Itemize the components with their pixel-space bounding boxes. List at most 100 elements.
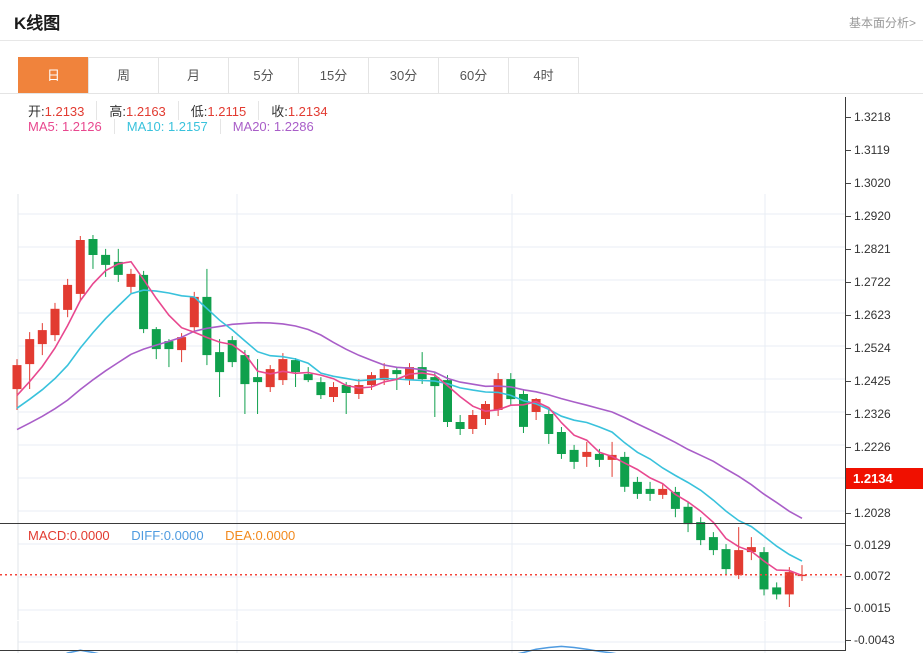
candle-down bbox=[291, 360, 300, 373]
ma20-readout: MA20: 1.2286 bbox=[232, 119, 314, 134]
candle-down bbox=[772, 587, 782, 595]
tab-period-1[interactable]: 日 bbox=[18, 57, 89, 94]
candle-down bbox=[240, 355, 250, 385]
tab-period-5[interactable]: 15分 bbox=[298, 57, 369, 94]
candle-down bbox=[215, 352, 225, 373]
tab-period-4[interactable]: 5分 bbox=[228, 57, 299, 94]
axis-tick bbox=[846, 150, 851, 151]
candle-down bbox=[620, 456, 630, 487]
page-title: K线图 bbox=[14, 14, 61, 33]
candle-down bbox=[316, 382, 326, 396]
candle-up bbox=[12, 365, 22, 390]
candlestick-chart[interactable] bbox=[0, 194, 845, 620]
candle-down bbox=[708, 537, 718, 551]
candle-down bbox=[113, 261, 123, 275]
candle-up bbox=[329, 387, 338, 397]
axis-label: 1.2821 bbox=[854, 242, 891, 256]
ohlc-readout: 开:1.2133 高:1.2163 低:1.2115 收:1.2134 bbox=[28, 101, 352, 120]
ma5-readout: MA5: 1.2126 bbox=[28, 119, 115, 134]
current-price-badge: 1.2134 bbox=[846, 468, 923, 489]
axis-tick bbox=[846, 414, 851, 415]
axis-tick bbox=[846, 608, 851, 609]
candle-up bbox=[582, 451, 592, 457]
candle-up bbox=[265, 369, 275, 388]
axis-tick bbox=[846, 381, 851, 382]
high-readout: 高:1.2163 bbox=[109, 101, 179, 120]
candle-down bbox=[721, 549, 731, 570]
candle-down bbox=[519, 394, 528, 427]
axis-label: -0.0043 bbox=[854, 633, 895, 647]
macd-value: 0.0000 bbox=[69, 528, 110, 543]
open-value: 1.2133 bbox=[44, 104, 85, 119]
candle-up bbox=[746, 547, 756, 553]
header-divider bbox=[0, 40, 923, 41]
candle-up bbox=[784, 572, 794, 595]
ma5-line bbox=[16, 260, 803, 577]
candle-up bbox=[126, 273, 136, 287]
candle-down bbox=[202, 296, 212, 356]
macd-value-readout: MACD:0.0000 bbox=[28, 528, 110, 543]
candle-down bbox=[670, 491, 680, 509]
candle-up bbox=[468, 415, 478, 429]
candle-up bbox=[379, 369, 389, 381]
axis-label: 0.0129 bbox=[854, 538, 891, 552]
candle-down bbox=[506, 379, 516, 400]
axis-label: 1.2623 bbox=[854, 308, 891, 322]
candle-down bbox=[253, 377, 263, 383]
chart-area bbox=[0, 97, 923, 653]
ma20-line bbox=[16, 321, 803, 520]
candle-up bbox=[531, 399, 541, 412]
macd-readout: MACD:0.0000 DIFF:0.0000 DEA:0.0000 bbox=[28, 528, 295, 543]
candle-up bbox=[37, 330, 47, 345]
tab-period-3[interactable]: 月 bbox=[158, 57, 229, 94]
price-axis: 1.3218 1.3119 1.3020 1.2920 1.2821 1.2722 1.26… bbox=[845, 97, 923, 651]
low-readout: 低:1.2115 bbox=[191, 101, 260, 120]
ma5-value: 1.2126 bbox=[61, 119, 102, 134]
close-value: 1.2134 bbox=[287, 104, 328, 119]
axis-tick bbox=[846, 117, 851, 118]
axis-label: 1.2326 bbox=[854, 407, 891, 421]
candle-down bbox=[556, 432, 566, 454]
candle-down bbox=[455, 422, 465, 429]
chart-bottom-line bbox=[0, 650, 923, 651]
candle-down bbox=[139, 274, 149, 330]
ma10-line bbox=[16, 289, 803, 562]
axis-tick bbox=[846, 447, 851, 448]
tab-period-7[interactable]: 60分 bbox=[438, 57, 509, 94]
candle-down bbox=[645, 488, 655, 494]
open-readout: 开:1.2133 bbox=[28, 101, 98, 120]
axis-label: 1.2920 bbox=[854, 209, 891, 223]
tabbar-bottom-line bbox=[0, 93, 923, 94]
axis-label: 1.3020 bbox=[854, 176, 891, 190]
candle-down bbox=[392, 370, 402, 375]
dea-value-readout: DEA:0.0000 bbox=[225, 528, 296, 543]
low-value: 1.2115 bbox=[207, 104, 247, 119]
axis-tick bbox=[846, 348, 851, 349]
candle-up bbox=[177, 337, 187, 351]
candle-down bbox=[632, 481, 642, 494]
dea-value: 0.0000 bbox=[255, 528, 296, 543]
diff-value-readout: DIFF:0.0000 bbox=[131, 528, 204, 543]
tab-period-6[interactable]: 30分 bbox=[368, 57, 439, 94]
candle-down bbox=[227, 340, 237, 363]
fundamental-analysis-link[interactable]: 基本面分析> bbox=[848, 16, 916, 30]
panel-separator bbox=[0, 523, 923, 524]
period-tab-bar: 日周月 5分 15分 30分 60分 4时 bbox=[18, 57, 579, 94]
candle-up bbox=[493, 379, 503, 410]
candle-down bbox=[759, 552, 769, 590]
candle-down bbox=[303, 374, 313, 381]
candle-down bbox=[88, 239, 98, 255]
macd-chart[interactable] bbox=[0, 621, 845, 653]
axis-tick bbox=[846, 513, 851, 514]
axis-tick bbox=[846, 315, 851, 316]
tab-period-2[interactable]: 周 bbox=[88, 57, 159, 94]
axis-label: 0.0072 bbox=[854, 569, 891, 583]
candle-down bbox=[151, 329, 161, 350]
tab-period-8[interactable]: 4时 bbox=[508, 57, 579, 94]
candle-down bbox=[101, 254, 111, 265]
candle-up bbox=[734, 550, 744, 576]
diff-value: 0.0000 bbox=[163, 528, 204, 543]
candle-down bbox=[544, 414, 554, 434]
axis-tick bbox=[846, 216, 851, 217]
